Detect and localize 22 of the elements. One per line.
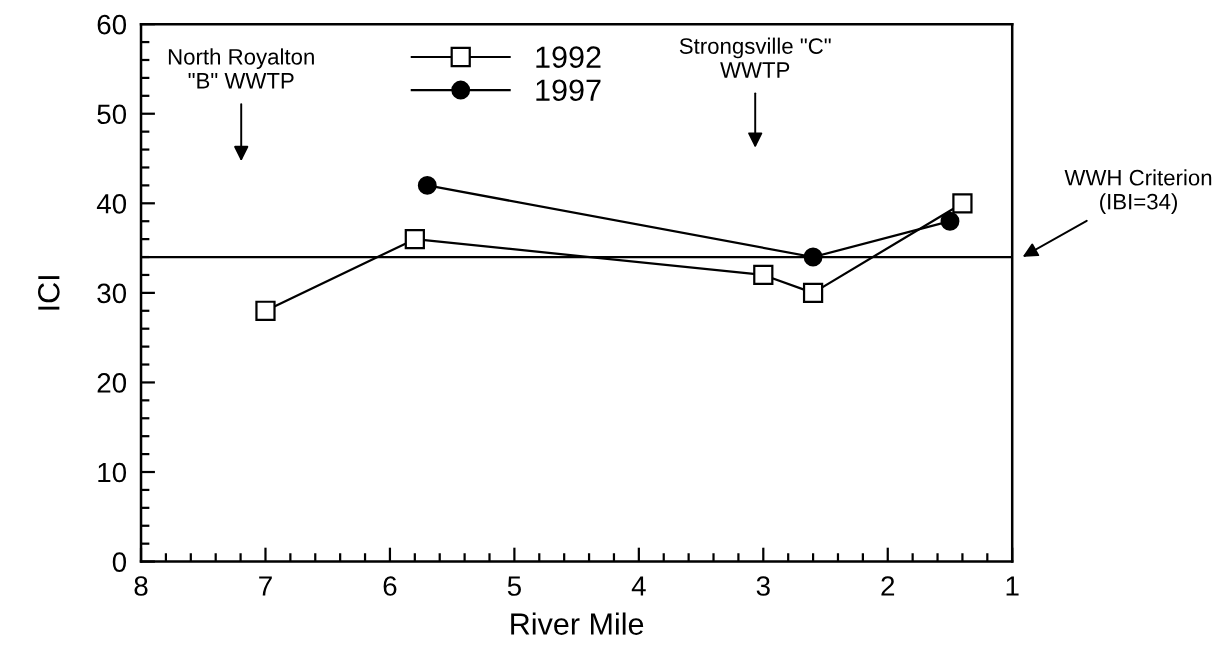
y-tick-label: 30 [97, 283, 127, 304]
y-tick-label: 60 [97, 14, 127, 35]
y-axis-title: ICI [38, 276, 60, 310]
x-axis-title: River Mile [511, 612, 644, 635]
y-tick-label: 50 [97, 104, 127, 125]
x-tick-label: 7 [259, 576, 272, 596]
legend-label: 1992 [536, 46, 601, 68]
y-tick-label: 20 [97, 373, 127, 393]
annotation: North Royalton "B" WWTP [168, 48, 314, 89]
y-tick-label: 10 [98, 462, 127, 483]
annotation: Strongsville "C" WWTP [679, 37, 831, 78]
y-tick-label: 0 [112, 552, 127, 572]
y-tick-label: 40 [96, 193, 127, 214]
x-tick-label: 2 [881, 576, 895, 596]
x-tick-label: 8 [134, 576, 148, 596]
x-tick-label: 4 [631, 576, 646, 596]
x-tick-label: 5 [507, 576, 521, 596]
x-tick-label: 6 [383, 576, 397, 596]
text: WWH Criterion (IBI=34) [1064, 169, 1212, 214]
x-tick-label: 1 [1006, 576, 1019, 596]
x-tick-label: 3 [756, 576, 770, 596]
legend-label: 1997 [536, 79, 601, 102]
